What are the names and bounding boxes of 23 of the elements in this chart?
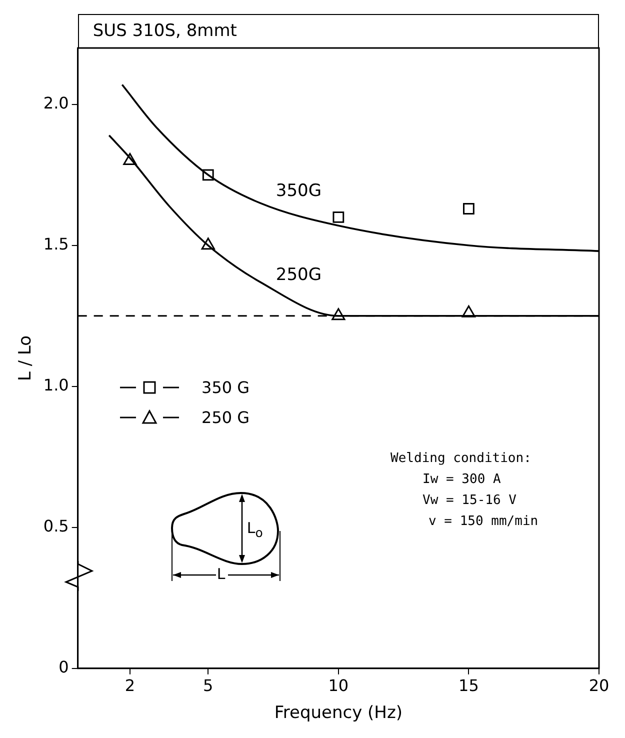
x-tick-label: 20 [588,676,610,696]
chart-title: SUS 310S, 8mmt [78,14,599,48]
annotation: Welding condition: [390,450,532,468]
y-tick-label: 2.0 [43,94,69,113]
legend-label: 350 G [202,378,250,397]
x-tick-label: 5 [203,676,214,696]
y-tick-label: 1.5 [43,234,69,254]
y-axis-title: L / Lo [16,335,36,381]
y-tick-label: 0 [58,658,69,677]
annotation: 350G [276,180,322,201]
legend-label: 250 G [202,408,250,427]
y-tick-label: 0.5 [43,516,69,536]
annotation: L [216,564,226,583]
x-tick-label: 2 [124,676,136,696]
annotation: Iw = 300 A [422,471,502,490]
annotation: Vw = 15-16 V [422,492,518,510]
x-tick-label: 10 [328,676,349,696]
y-tick-label: 1.0 [43,376,69,395]
x-tick-label: 15 [458,676,479,696]
annotation: v = 150 mm/min [428,513,538,532]
annotation: 250G [276,265,322,286]
annotation: L$_{o}$ [246,518,263,540]
x-axis-title: Frequency (Hz) [274,703,403,724]
